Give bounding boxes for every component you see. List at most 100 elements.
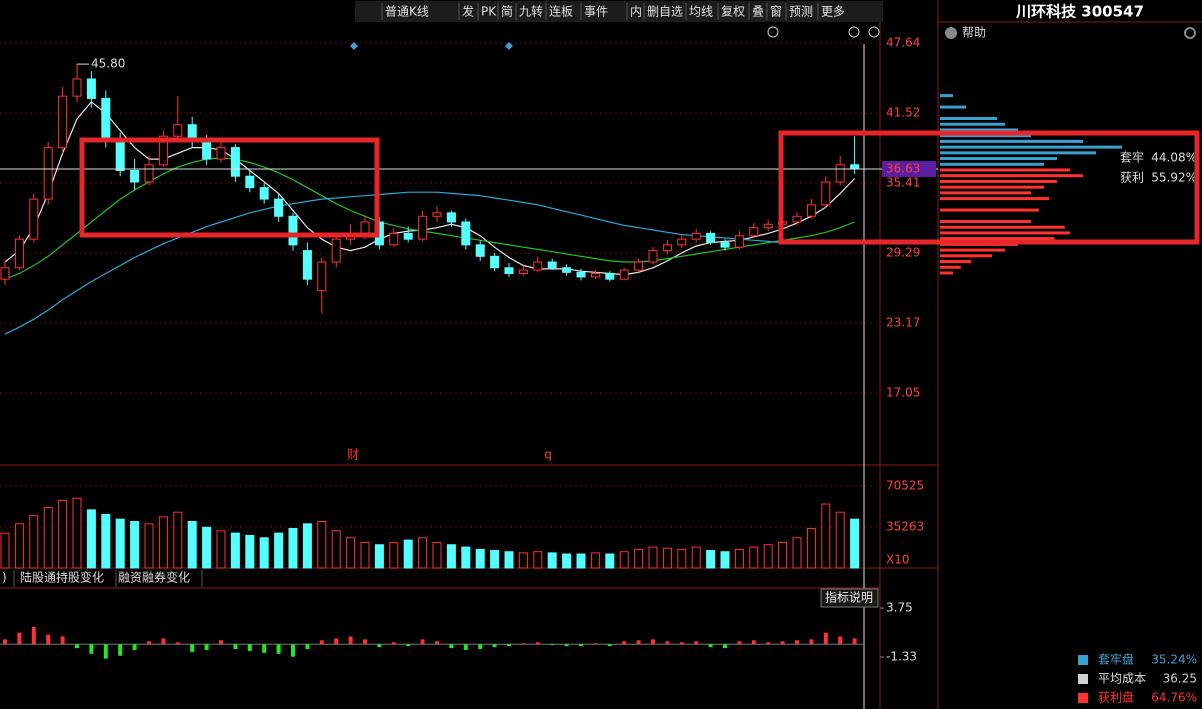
volume-bar	[490, 550, 500, 569]
settings-icon[interactable]	[1184, 27, 1196, 39]
volume-bar	[562, 553, 572, 569]
volume-bar	[302, 523, 312, 569]
indicator-button[interactable]: 指标说明	[825, 590, 873, 605]
toolbar-item[interactable]: 删自选	[647, 5, 683, 19]
volume-bar	[274, 532, 284, 569]
indicator-bar	[449, 644, 454, 649]
candle-body	[691, 232, 701, 240]
legend-label: 获利盘	[1098, 690, 1134, 705]
legend-swatch	[1078, 693, 1088, 703]
toolbar-item[interactable]: 发	[462, 4, 474, 19]
candle-body	[835, 164, 845, 183]
volume-bar	[418, 537, 428, 569]
toolbar-item[interactable]: 普通K线	[385, 5, 429, 19]
indicator-bar	[636, 640, 641, 645]
indicator-bar	[478, 644, 483, 650]
indicator-bar	[161, 638, 166, 645]
indicator-bar	[651, 639, 655, 645]
toolbar-item[interactable]: 均线	[689, 5, 713, 19]
indicator-bar	[550, 644, 555, 646]
volume-bar	[115, 518, 125, 569]
toolbar-item[interactable]: 更多	[821, 5, 845, 19]
indicator-bar	[420, 639, 425, 645]
toolbar-item[interactable]: 预测	[789, 5, 813, 19]
tab[interactable]: )	[2, 571, 7, 585]
candle-body	[245, 175, 255, 189]
candle-body	[302, 250, 312, 280]
volume-bar	[317, 520, 327, 569]
indicator-bar	[823, 632, 828, 645]
indicator-bar	[3, 639, 7, 645]
event-marker: 财	[347, 448, 359, 462]
volume-bar	[43, 507, 53, 569]
candle-body	[130, 169, 140, 183]
indicator-bar	[31, 626, 36, 645]
indicator-bar	[291, 644, 295, 657]
indicator-bar	[118, 644, 123, 656]
indicator-bar	[535, 642, 540, 645]
chip-bar	[940, 237, 1055, 241]
indicator-bar	[492, 644, 497, 648]
candle-body	[562, 267, 572, 273]
indicator-bar	[622, 641, 627, 645]
legend-label: 套牢盘	[1098, 652, 1134, 667]
volume-bar	[374, 544, 384, 569]
volume-bar	[706, 550, 716, 569]
volume-bar	[230, 532, 240, 569]
toolbar-item[interactable]: 叠	[752, 5, 764, 19]
indicator-bar	[780, 641, 785, 645]
indicator-bar	[190, 644, 195, 652]
indicator-bar	[219, 640, 223, 645]
indicator-bar	[579, 644, 583, 647]
volume-bar	[634, 548, 644, 569]
volume-bar	[662, 547, 672, 569]
volume-bar	[389, 541, 399, 569]
candle-body	[29, 198, 39, 240]
volume-bar	[346, 537, 356, 569]
toolbar-item[interactable]: 连板	[549, 4, 573, 19]
candle-body	[43, 147, 53, 200]
volume-bar	[547, 552, 557, 569]
help-link[interactable]: 帮助	[962, 26, 986, 40]
y-tick-label: 29.29	[886, 245, 920, 259]
indicator-bar	[233, 644, 238, 650]
volume-bar	[677, 548, 687, 569]
candle-body	[850, 164, 860, 170]
indicator-bar	[795, 640, 799, 645]
toolbar-item[interactable]: PK	[481, 5, 497, 19]
indicator-bar	[435, 641, 439, 645]
toolbar-item[interactable]: 九转	[519, 4, 543, 19]
chip-bar	[940, 157, 1057, 161]
candle-body	[403, 232, 413, 240]
indicator-bar	[60, 636, 65, 645]
chip-bar	[940, 248, 1005, 252]
volume-bar	[331, 530, 341, 569]
help-icon	[945, 27, 957, 39]
toolbar-item[interactable]: 内	[630, 5, 642, 19]
tab[interactable]: 陆股通持股变化	[20, 570, 104, 585]
volume-bar	[101, 514, 111, 569]
candle-body	[806, 204, 816, 217]
chip-bar	[940, 260, 972, 264]
volume-bar	[202, 526, 212, 569]
chart-icons	[767, 26, 880, 38]
max-marker-label: 45.80	[91, 57, 125, 71]
tab[interactable]: 融资融券变化	[118, 570, 190, 585]
toolbar-item[interactable]: 窗	[770, 5, 782, 19]
indicator-bar	[737, 641, 742, 645]
candle-body	[619, 269, 629, 280]
candle-body	[58, 95, 68, 149]
candle-body	[749, 227, 759, 237]
candle-body	[518, 269, 528, 274]
indicator-bar	[766, 642, 771, 645]
indicator-bar	[723, 644, 727, 649]
toolbar-item[interactable]: 事件	[584, 5, 608, 19]
annotation-box	[79, 137, 380, 238]
chip-stat-label: 套牢	[1120, 150, 1144, 165]
toolbar-item[interactable]: 简	[501, 5, 513, 19]
chip-bar	[940, 128, 1018, 132]
toolbar-item[interactable]: 复权	[721, 5, 745, 19]
candle-body	[706, 232, 716, 244]
candle-body	[720, 242, 730, 248]
annotation-box	[778, 130, 1200, 245]
